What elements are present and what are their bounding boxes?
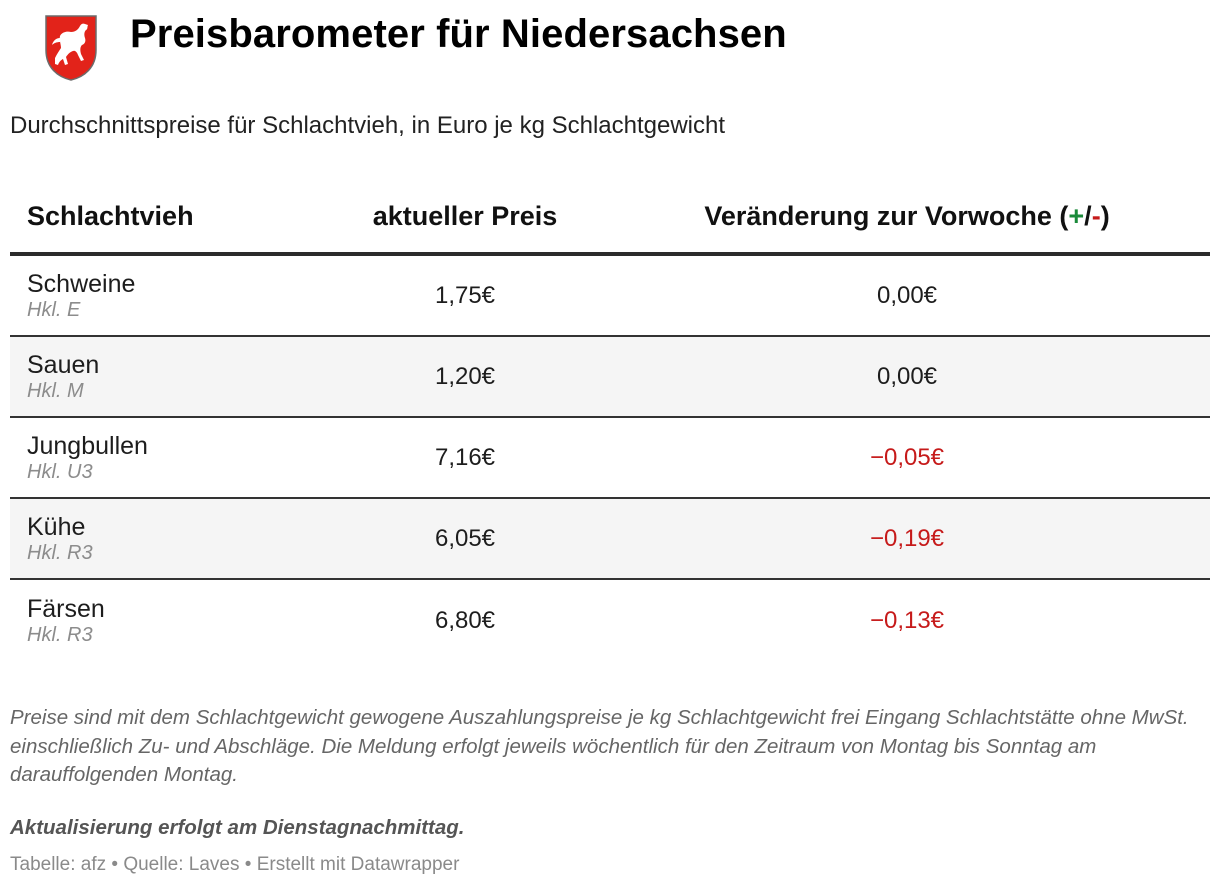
header	[44, 14, 98, 82]
change-cell: 0,00€	[876, 281, 938, 309]
animal-cell: Jungbullen Hkl. U3	[10, 432, 326, 484]
price-cell: 6,05€	[434, 524, 496, 552]
price-cell: 6,80€	[434, 606, 496, 634]
price-cell: 1,75€	[434, 281, 496, 309]
price-cell: 1,20€	[434, 362, 496, 390]
change-cell: −0,05€	[869, 443, 945, 471]
column-header-animal: Schlachtvieh	[27, 200, 194, 231]
column-header-price: aktueller Preis	[372, 200, 558, 231]
separator-slash: /	[1084, 200, 1092, 231]
table-row: Kühe Hkl. R3 6,05€ −0,19€	[10, 499, 1210, 580]
table-row: Schweine Hkl. E 1,75€ 0,00€	[10, 256, 1210, 337]
lower-saxony-horse-crest-icon	[45, 15, 97, 81]
animal-cell: Schweine Hkl. E	[10, 270, 326, 322]
update-note: Aktualisierung erfolgt am Dienstagnachmi…	[10, 816, 465, 839]
page-title: Preisbarometer für Niedersachsen	[130, 12, 787, 56]
minus-sign: -	[1091, 200, 1101, 231]
animal-name: Jungbullen	[27, 431, 148, 460]
change-cell: −0,13€	[869, 606, 945, 634]
page-subtitle: Durchschnittspreise für Schlachtvieh, in…	[10, 112, 726, 139]
animal-grade: Hkl. E	[27, 298, 81, 321]
plus-sign: +	[1068, 200, 1085, 231]
methodology-note: Preise sind mit dem Schlachtgewicht gewo…	[10, 706, 1189, 786]
animal-cell: Färsen Hkl. R3	[10, 595, 326, 647]
price-cell: 7,16€	[434, 443, 496, 471]
animal-name: Färsen	[27, 594, 105, 623]
animal-grade: Hkl. M	[27, 379, 84, 402]
table-row: Sauen Hkl. M 1,20€ 0,00€	[10, 337, 1210, 418]
change-header-text: Veränderung zur Vorwoche (	[704, 200, 1069, 231]
animal-grade: Hkl. R3	[27, 541, 93, 564]
price-table: Schlachtvieh aktueller Preis Veränderung…	[10, 180, 1210, 661]
animal-name: Schweine	[27, 269, 136, 298]
table-header: Schlachtvieh aktueller Preis Veränderung…	[10, 180, 1210, 256]
animal-cell: Sauen Hkl. M	[10, 351, 326, 403]
table-row: Jungbullen Hkl. U3 7,16€ −0,05€	[10, 418, 1210, 499]
table-row: Färsen Hkl. R3 6,80€ −0,13€	[10, 580, 1210, 661]
change-cell: −0,19€	[869, 524, 945, 552]
change-cell: 0,00€	[876, 362, 938, 390]
animal-grade: Hkl. U3	[27, 460, 93, 483]
animal-cell: Kühe Hkl. R3	[10, 513, 326, 565]
animal-grade: Hkl. R3	[27, 623, 93, 646]
change-header-close: )	[1100, 200, 1110, 231]
source-footer: Tabelle: afz • Quelle: Laves • Erstellt …	[10, 854, 460, 875]
animal-name: Sauen	[27, 350, 100, 379]
column-header-change: Veränderung zur Vorwoche (+/-)	[604, 201, 1210, 232]
animal-name: Kühe	[27, 512, 86, 541]
